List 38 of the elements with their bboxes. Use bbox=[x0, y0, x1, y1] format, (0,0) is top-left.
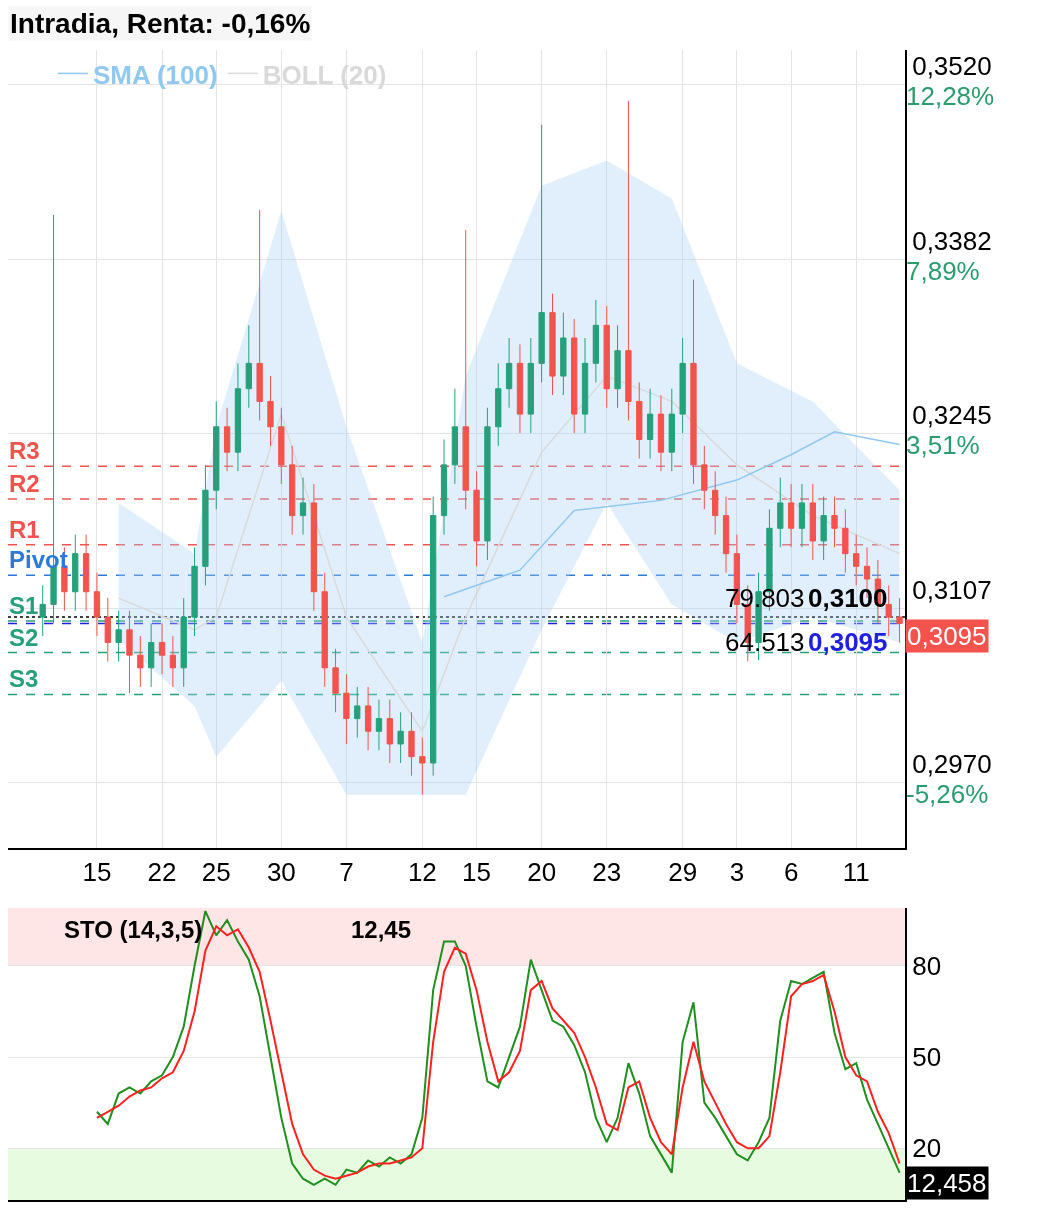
x-tick-label: 11 bbox=[842, 857, 870, 888]
ref-line-label: S1 bbox=[9, 592, 39, 619]
ref-line-label: R3 bbox=[9, 437, 40, 464]
x-tick-label: 3 bbox=[729, 857, 745, 888]
legend-label: SMA (100) bbox=[92, 59, 218, 90]
y2-tick-label: -5,26% bbox=[906, 779, 989, 810]
y-tick-label: 0,2970 bbox=[912, 749, 992, 780]
annotation: 12,45 bbox=[351, 916, 412, 943]
x-tick-label: 22 bbox=[147, 857, 177, 888]
y-tick-label: 0,3245 bbox=[912, 400, 992, 431]
y-tick-label: 0,3520 bbox=[912, 51, 992, 82]
y-tick-label: 50 bbox=[912, 1042, 942, 1073]
ref-line-label: S2 bbox=[9, 624, 39, 651]
ref-line-label: S3 bbox=[9, 665, 39, 692]
y-tick-label: 0,3107 bbox=[912, 575, 992, 606]
x-tick-label: 25 bbox=[201, 857, 231, 888]
chart-title: Intradia, Renta: -0,16% bbox=[10, 8, 311, 39]
x-tick-label: 15 bbox=[82, 857, 112, 888]
x-tick-label: 6 bbox=[783, 857, 799, 888]
text: 0,3095 bbox=[907, 621, 987, 651]
y2-tick-label: 3,51% bbox=[906, 430, 980, 461]
ref-line-label: R1 bbox=[9, 516, 40, 543]
ref-line-label: 0,3095 bbox=[808, 627, 888, 657]
chart-title: STO (14,3,5) bbox=[64, 916, 203, 943]
x-tick-label: 30 bbox=[266, 857, 296, 888]
x-tick-label: 20 bbox=[527, 857, 557, 888]
x-tick-label: 29 bbox=[668, 857, 698, 888]
y-tick-label: 80 bbox=[912, 950, 942, 981]
y-tick-label: 0,3382 bbox=[912, 226, 992, 257]
y2-tick-label: 7,89% bbox=[906, 255, 980, 286]
y-tick-label: 20 bbox=[912, 1133, 942, 1164]
x-tick-label: 15 bbox=[462, 857, 492, 888]
x-tick-label: 7 bbox=[339, 857, 354, 888]
text: 12,458 bbox=[907, 1168, 987, 1198]
x-tick-label: 12 bbox=[407, 857, 437, 888]
x-tick-label: 23 bbox=[592, 857, 622, 888]
y2-tick-label: 12,28% bbox=[906, 81, 995, 112]
ref-line-label: R2 bbox=[9, 470, 40, 497]
